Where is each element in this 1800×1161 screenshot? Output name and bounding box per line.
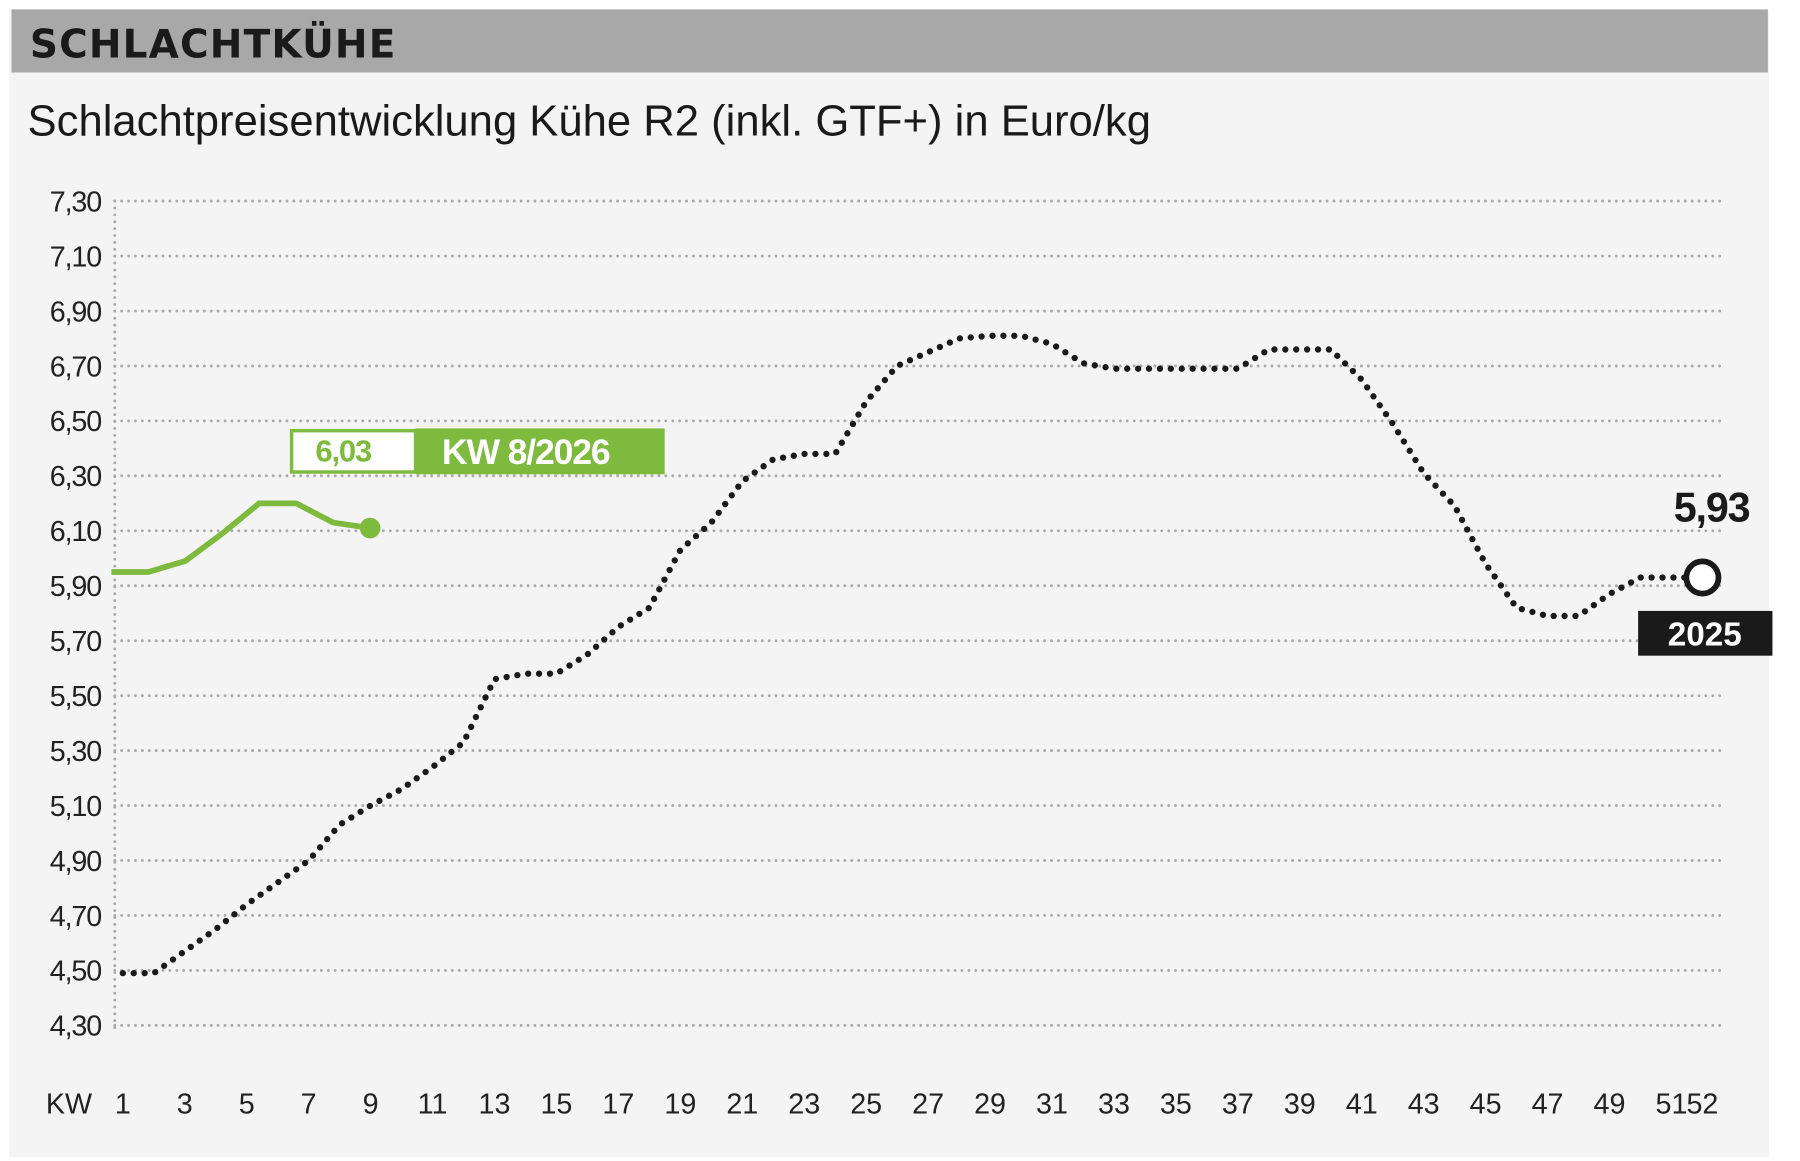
y-tick-label: 4,70 — [50, 901, 101, 933]
y-tick-label: 4,50 — [50, 956, 101, 988]
header-label: SCHLACHTKÜHE — [30, 21, 397, 68]
y-tick-label: 5,50 — [50, 681, 101, 713]
x-axis-label: KW — [46, 1089, 92, 1121]
x-tick-label: 45 — [1470, 1089, 1502, 1121]
chart-title: Schlachtpreisentwicklung Kühe R2 (inkl. … — [28, 98, 1151, 146]
x-tick-label: 15 — [540, 1089, 572, 1121]
panel-background — [9, 9, 1770, 1158]
x-tick-label: 41 — [1346, 1089, 1378, 1121]
y-tick-label: 6,70 — [50, 351, 101, 383]
y-tick-label: 6,50 — [50, 406, 101, 438]
y-tick-label: 5,30 — [50, 736, 101, 768]
current-value: 6,03 — [315, 434, 372, 469]
series-line-2026 — [111, 500, 371, 575]
x-tick-label: 37 — [1222, 1089, 1254, 1121]
x-tick-label: 17 — [602, 1089, 634, 1121]
x-tick-label: 13 — [479, 1089, 511, 1121]
y-tick-label: 6,10 — [50, 516, 101, 548]
x-tick-label: 51 — [1655, 1089, 1687, 1121]
x-tick-label: 31 — [1036, 1089, 1068, 1121]
x-tick-label: 27 — [912, 1089, 944, 1121]
series-layer — [111, 332, 1722, 977]
y-tick-label: 7,30 — [50, 186, 101, 218]
series-endpoint-2025 — [1683, 558, 1722, 597]
x-tick-label: 5 — [239, 1089, 255, 1121]
y-axis-ticks: 4,30 4,50 4,70 4,90 5,10 5,30 5,50 5,70 5,90 6,10… — [50, 186, 103, 1043]
header-bar — [11, 9, 1768, 73]
last-year-label: 2025 — [1668, 616, 1742, 653]
x-tick-label: 43 — [1408, 1089, 1440, 1121]
x-tick-label: 49 — [1594, 1089, 1626, 1121]
x-tick-label: 19 — [664, 1089, 696, 1121]
x-tick-label: 21 — [726, 1089, 758, 1121]
y-tick-label: 4,90 — [50, 846, 101, 878]
last-year-value: 5,93 — [1674, 484, 1750, 530]
current-week-label: KW 8/2026 — [442, 432, 610, 472]
y-tick-label: 4,30 — [50, 1011, 101, 1043]
y-tick-label: 5,10 — [50, 791, 101, 823]
current-value-badge: 6,03 KW 8/2026 — [289, 428, 665, 475]
x-tick-label: 3 — [177, 1089, 193, 1121]
y-tick-label: 5,90 — [50, 571, 101, 603]
grid — [113, 199, 1724, 1033]
series-line-2025 — [119, 332, 1706, 977]
y-tick-label: 5,70 — [50, 626, 101, 658]
x-tick-label: 11 — [418, 1089, 448, 1121]
x-tick-label: 39 — [1284, 1089, 1316, 1121]
x-tick-label: 47 — [1532, 1089, 1564, 1121]
x-axis-ticks: KW 1 3 5 7 9 11 13 15 17 19 21 23 25 27 29 31 33 35 37 39 41… — [46, 1089, 1718, 1121]
x-tick-label: 1 — [115, 1089, 131, 1121]
y-tick-label: 7,10 — [50, 241, 101, 273]
x-tick-label: 23 — [788, 1089, 820, 1121]
x-tick-label: 52 — [1686, 1089, 1718, 1121]
x-tick-label: 29 — [974, 1089, 1006, 1121]
x-tick-label: 9 — [363, 1089, 379, 1121]
last-year-annotation: 5,93 2025 — [1638, 484, 1773, 656]
series-endpoint-2026 — [359, 517, 381, 539]
x-tick-label: 25 — [850, 1089, 882, 1121]
x-tick-label: 33 — [1098, 1089, 1130, 1121]
x-tick-label: 7 — [301, 1089, 317, 1121]
y-tick-label: 6,30 — [50, 461, 101, 493]
x-tick-label: 35 — [1160, 1089, 1192, 1121]
y-tick-label: 6,90 — [50, 296, 101, 328]
